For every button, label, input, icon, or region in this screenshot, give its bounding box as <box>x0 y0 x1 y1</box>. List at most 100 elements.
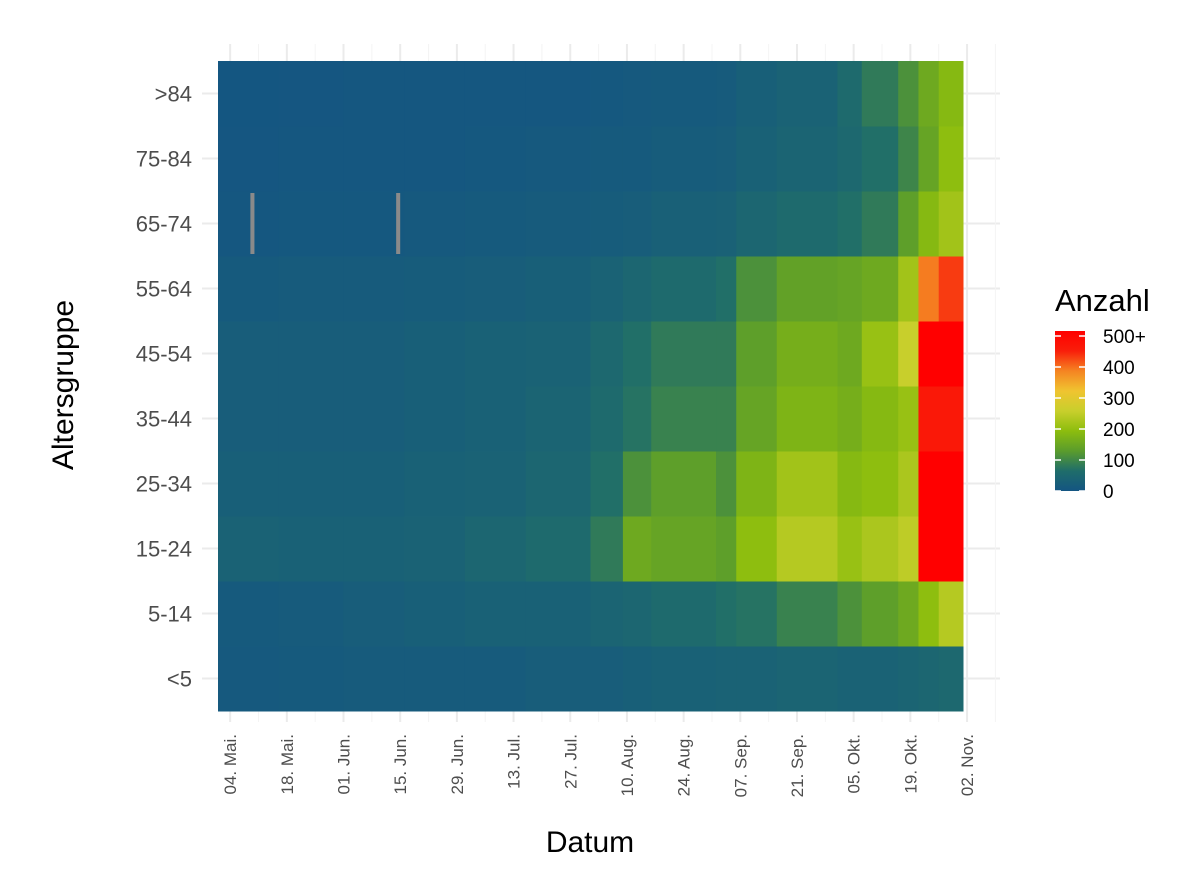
legend-label: 500+ <box>1103 327 1146 348</box>
heatmap-cell <box>622 516 652 582</box>
heatmap-cell <box>343 321 405 387</box>
heatmap-cell <box>918 191 940 257</box>
heatmap-cell <box>938 126 964 192</box>
y-tick-label: 75-84 <box>136 147 192 172</box>
heatmap-cell <box>736 61 778 127</box>
heatmap-cell <box>736 126 778 192</box>
heatmap-cell <box>861 61 899 127</box>
heatmap-cell <box>898 256 919 322</box>
heatmap-cell <box>837 451 863 517</box>
heatmap-cell <box>938 451 964 517</box>
heatmap-cell <box>776 386 838 452</box>
legend-label: 400 <box>1103 358 1135 379</box>
heatmap-cell <box>404 581 466 647</box>
heatmap-cell <box>278 126 345 192</box>
heatmap-cell <box>651 386 717 452</box>
heatmap-cell <box>918 386 940 452</box>
heatmap-cell <box>278 191 345 257</box>
heatmap-cell <box>776 451 838 517</box>
heatmap-cell <box>404 321 466 387</box>
x-tick-label: 21. Sep. <box>788 734 807 797</box>
y-tick-label: 5-14 <box>148 602 192 627</box>
heatmap-cell <box>651 256 717 322</box>
legend-label: 300 <box>1103 389 1135 410</box>
heatmap-cell <box>918 126 940 192</box>
heatmap-cell <box>525 191 591 257</box>
heatmap-cell <box>464 451 527 517</box>
heatmap-cell <box>861 516 899 582</box>
x-tick-label: 01. Jun. <box>335 734 354 795</box>
heatmap-cell <box>716 581 737 647</box>
x-tick-label: 18. Mai. <box>278 734 297 794</box>
legend-label: 200 <box>1103 420 1135 441</box>
heatmap-cells <box>218 61 964 712</box>
heatmap-cell <box>861 321 899 387</box>
heatmap-cell <box>343 256 405 322</box>
heatmap-cell <box>525 451 591 517</box>
heatmap-cell <box>218 581 280 647</box>
heatmap-cell <box>716 126 737 192</box>
heatmap-cell <box>218 646 280 712</box>
heatmap-cell <box>622 451 652 517</box>
heatmap-cell <box>525 256 591 322</box>
heatmap-cell <box>464 256 527 322</box>
heatmap-cell <box>590 516 624 582</box>
heatmap-cell <box>404 191 466 257</box>
heatmap-cell <box>651 451 717 517</box>
heatmap-cell <box>776 516 838 582</box>
x-tick-label: 13. Jul. <box>505 734 524 789</box>
heatmap-cell <box>938 516 964 582</box>
heatmap-cell <box>938 191 964 257</box>
x-tick-label: 04. Mai. <box>221 734 240 794</box>
heatmap-cell <box>898 61 919 127</box>
heatmap-cell <box>590 321 624 387</box>
heatmap-cell <box>938 386 964 452</box>
heatmap-cell <box>736 256 778 322</box>
heatmap-cell <box>404 516 466 582</box>
heatmap-cell <box>861 581 899 647</box>
heatmap-cell <box>525 61 591 127</box>
heatmap-cell <box>898 516 919 582</box>
heatmap-cell <box>837 516 863 582</box>
heatmap-cell <box>464 516 527 582</box>
heatmap-cell <box>716 516 737 582</box>
heatmap-cell <box>404 61 466 127</box>
heatmap-cell <box>622 386 652 452</box>
heatmap-cell <box>837 321 863 387</box>
heatmap-cell <box>776 256 838 322</box>
heatmap-cell <box>525 516 591 582</box>
heatmap-cell <box>861 256 899 322</box>
heatmap-cell <box>651 61 717 127</box>
heatmap-cell <box>622 256 652 322</box>
y-tick-label: 45-54 <box>136 342 192 367</box>
y-tick-label: >84 <box>155 82 192 107</box>
heatmap-cell <box>776 321 838 387</box>
heatmap-cell <box>861 126 899 192</box>
heatmap-cell <box>837 386 863 452</box>
heatmap-cell <box>716 451 737 517</box>
heatmap-cell <box>343 126 405 192</box>
heatmap-cell <box>278 516 345 582</box>
heatmap-cell <box>525 581 591 647</box>
heatmap-cell <box>651 581 717 647</box>
heatmap-cell <box>404 126 466 192</box>
heatmap-cell <box>622 646 652 712</box>
heatmap-cell <box>918 516 940 582</box>
x-tick-label: 07. Sep. <box>731 734 750 797</box>
heatmap-cell <box>464 126 527 192</box>
heatmap-cell <box>837 581 863 647</box>
heatmap-cell <box>404 256 466 322</box>
heatmap-cell <box>898 126 919 192</box>
x-tick-label: 05. Okt. <box>845 734 864 794</box>
heatmap-cell <box>861 386 899 452</box>
heatmap-cell <box>622 126 652 192</box>
heatmap-cell <box>218 321 280 387</box>
heatmap-cell <box>525 321 591 387</box>
y-tick-label: 35-44 <box>136 407 192 432</box>
heatmap-cell <box>861 646 899 712</box>
heatmap-cell <box>898 646 919 712</box>
heatmap-cell <box>590 61 624 127</box>
heatmap-cell <box>343 516 405 582</box>
heatmap-cell <box>464 646 527 712</box>
heatmap-cell <box>938 321 964 387</box>
